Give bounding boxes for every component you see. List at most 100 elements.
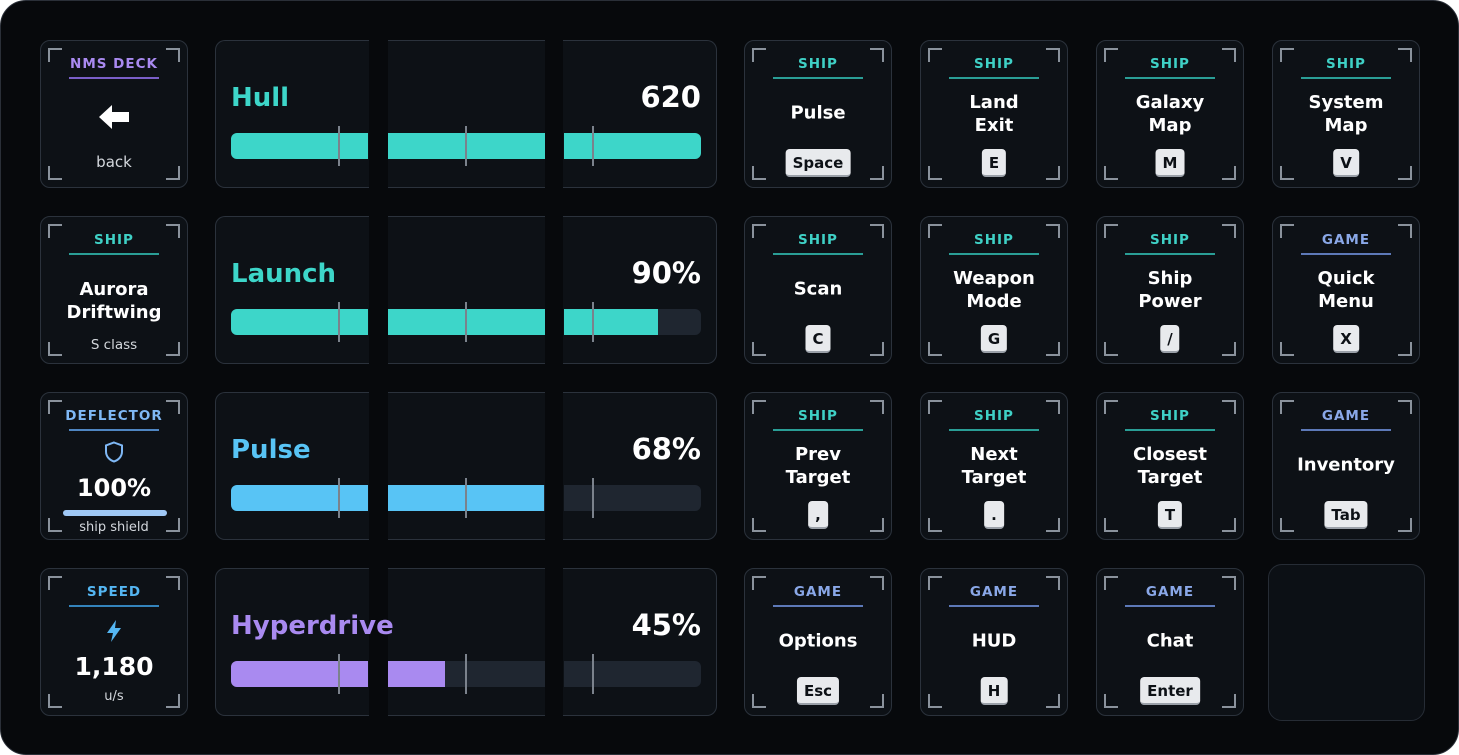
keycap: / <box>1160 325 1180 353</box>
speed-card[interactable]: SPEED 1,180 u/s <box>40 568 188 716</box>
key-ship-power[interactable]: SHIP Ship Power / <box>1096 216 1244 364</box>
key-pulse[interactable]: SHIP Pulse Space <box>744 40 892 188</box>
key-category-tag: SHIP <box>1150 408 1190 424</box>
key-inventory[interactable]: GAME Inventory Tab <box>1272 392 1420 540</box>
key-divider <box>773 77 863 79</box>
empty-key-slot[interactable] <box>1268 564 1425 721</box>
stat-bar-fill <box>564 309 658 335</box>
stat-label: Launch <box>231 259 337 289</box>
stat-bar-tick <box>592 654 594 694</box>
stat-segment <box>563 568 717 716</box>
key-options[interactable]: GAME Options Esc <box>744 568 892 716</box>
key-system-map[interactable]: SHIP System Map V <box>1272 40 1420 188</box>
stat-bar-fill <box>388 661 445 687</box>
key-quick-menu[interactable]: GAME Quick Menu X <box>1272 216 1420 364</box>
stat-bar-tick <box>338 478 340 518</box>
keycap: Space <box>785 149 851 177</box>
ship-info-card[interactable]: SHIP Aurora Driftwing S class <box>40 216 188 364</box>
stat-bar-fill <box>231 485 368 511</box>
key-weapon-mode[interactable]: SHIP Weapon Mode G <box>920 216 1068 364</box>
stat-bar-tick <box>465 302 467 342</box>
stat-bar-track <box>231 661 368 687</box>
deflector-card[interactable]: DEFLECTOR 100% ship shield <box>40 392 188 540</box>
stat-row-hyperdrive[interactable]: Hyperdrive 45% <box>215 568 717 716</box>
stat-bar-track <box>564 133 701 159</box>
key-title: Prev Target <box>785 444 851 488</box>
key-hud[interactable]: GAME HUD H <box>920 568 1068 716</box>
key-land-exit[interactable]: SHIP Land Exit E <box>920 40 1068 188</box>
key-category-tag: GAME <box>969 584 1019 600</box>
key-title: System Map <box>1308 92 1384 136</box>
key-title: HUD <box>971 630 1017 652</box>
key-title: Scan <box>793 278 843 300</box>
key-divider <box>949 77 1039 79</box>
key-next-target[interactable]: SHIP Next Target. <box>920 392 1068 540</box>
keycap: H <box>980 677 1008 705</box>
deflector-bar-fill <box>63 510 167 516</box>
key-divider <box>1301 77 1391 79</box>
key-galaxy-map[interactable]: SHIP Galaxy Map M <box>1096 40 1244 188</box>
shield-icon <box>105 441 123 463</box>
deflector-label: ship shield <box>79 520 149 535</box>
stat-row-launch[interactable]: Launch 90% <box>215 216 717 364</box>
stat-segment <box>215 216 369 364</box>
keycap: , <box>808 501 828 529</box>
ship-tag: SHIP <box>94 232 134 248</box>
stat-bar-tick <box>465 126 467 166</box>
stat-bar-fill <box>231 661 368 687</box>
back-button[interactable]: NMS DECK back <box>40 40 188 188</box>
key-divider <box>1301 253 1391 255</box>
stat-label: Pulse <box>231 435 311 465</box>
key-category-tag: GAME <box>1321 408 1371 424</box>
key-prev-target[interactable]: SHIP Prev Target, <box>744 392 892 540</box>
key-category-tag: SHIP <box>1150 232 1190 248</box>
key-divider <box>1125 605 1215 607</box>
stat-segment <box>215 40 369 188</box>
key-category-tag: SHIP <box>1326 56 1366 72</box>
keycap: E <box>981 149 1007 177</box>
key-scan[interactable]: SHIP Scan C <box>744 216 892 364</box>
key-chat[interactable]: GAME Chat Enter <box>1096 568 1244 716</box>
stat-bar-tick <box>338 302 340 342</box>
deflector-tag: DEFLECTOR <box>65 408 163 424</box>
key-title: Closest Target <box>1133 444 1207 488</box>
key-category-tag: SHIP <box>974 408 1014 424</box>
stat-bar-fill <box>564 133 701 159</box>
ship-name: Aurora Driftwing <box>66 279 162 323</box>
key-category-tag: SHIP <box>798 408 838 424</box>
key-title: Ship Power <box>1138 268 1202 312</box>
key-title: Options <box>778 630 858 652</box>
stat-bar-tick <box>338 654 340 694</box>
stat-value: 45% <box>631 608 701 642</box>
keycap: C <box>805 325 831 353</box>
keycap: Tab <box>1324 501 1368 529</box>
key-category-tag: SHIP <box>1150 56 1190 72</box>
key-title: Galaxy Map <box>1135 92 1205 136</box>
keycap: M <box>1155 149 1185 177</box>
key-category-tag: SHIP <box>974 232 1014 248</box>
lightning-icon <box>107 620 121 642</box>
key-category-tag: SHIP <box>798 56 838 72</box>
speed-value: 1,180 <box>74 652 154 681</box>
key-category-tag: GAME <box>1321 232 1371 248</box>
stat-bar-fill <box>231 133 368 159</box>
deflector-value: 100% <box>76 474 152 502</box>
stat-segment <box>563 40 717 188</box>
key-divider <box>1125 429 1215 431</box>
stat-segment <box>563 392 717 540</box>
stat-row-pulse[interactable]: Pulse 68% <box>215 392 717 540</box>
stat-bar-track <box>231 133 368 159</box>
ship-class: S class <box>90 337 138 353</box>
stat-value: 68% <box>631 432 701 466</box>
stat-bar-track <box>564 309 701 335</box>
key-category-tag: SHIP <box>974 56 1014 72</box>
key-title: Next Target <box>961 444 1027 488</box>
back-label: back <box>96 153 132 171</box>
keycap: T <box>1157 501 1183 529</box>
stat-label: Hyperdrive <box>231 611 394 641</box>
stat-bar-tick <box>592 126 594 166</box>
key-closest-target[interactable]: SHIP Closest Target T <box>1096 392 1244 540</box>
stat-row-hull[interactable]: Hull 620 <box>215 40 717 188</box>
stat-segment <box>215 392 369 540</box>
